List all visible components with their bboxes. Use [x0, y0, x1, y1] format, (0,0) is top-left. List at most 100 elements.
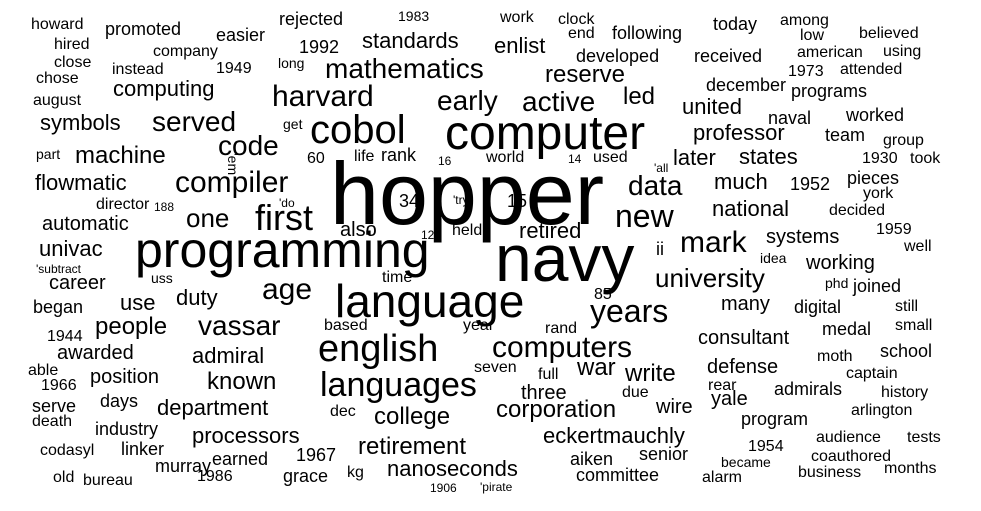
cloud-word: united	[682, 94, 742, 119]
cloud-word: also	[340, 219, 377, 241]
cloud-word: dec	[330, 403, 356, 420]
cloud-word: new	[615, 198, 674, 234]
cloud-word: old	[53, 469, 75, 486]
cloud-word: group	[883, 132, 924, 149]
cloud-word: long	[278, 55, 305, 71]
cloud-word: professor	[693, 120, 785, 145]
cloud-word: 1966	[41, 377, 77, 394]
cloud-word: university	[655, 263, 765, 293]
cloud-word: age	[262, 273, 313, 306]
cloud-word: pieces	[847, 168, 900, 188]
cloud-word: year	[463, 317, 495, 334]
cloud-word: days	[100, 391, 139, 411]
cloud-word: school	[880, 341, 933, 361]
cloud-word: later	[673, 145, 716, 170]
cloud-word: coauthored	[811, 448, 892, 465]
cloud-word: medal	[822, 319, 872, 339]
cloud-word: years	[590, 293, 669, 329]
cloud-word: 1952	[790, 174, 831, 194]
cloud-word: work	[500, 9, 534, 26]
cloud-word: history	[881, 384, 929, 401]
cloud-word: alarm	[702, 469, 743, 486]
cloud-word: write	[625, 360, 676, 387]
cloud-word: aiken	[570, 449, 614, 469]
cloud-word: active	[522, 86, 596, 117]
cloud-word: naval	[768, 108, 812, 128]
cloud-word: mathematics	[325, 53, 484, 84]
cloud-word: programming	[135, 222, 430, 278]
cloud-word: ii	[656, 239, 664, 259]
cloud-word: admiral	[192, 343, 265, 368]
cloud-word: rand	[545, 320, 578, 337]
cloud-word: awarded	[57, 342, 134, 364]
cloud-word: believed	[859, 25, 919, 42]
cloud-word: use	[120, 290, 156, 315]
cloud-word: 1949	[216, 60, 252, 77]
cloud-word: 'try	[453, 193, 469, 207]
cloud-word: 1986	[197, 468, 233, 485]
cloud-word: department	[157, 395, 269, 420]
cloud-word: york	[863, 185, 894, 202]
cloud-word: 1967	[296, 445, 337, 465]
cloud-word: earned	[212, 449, 269, 469]
cloud-word: moth	[817, 348, 853, 365]
cloud-word: uss	[151, 270, 173, 286]
cloud-word: 16	[438, 154, 452, 168]
cloud-word: 120	[421, 228, 442, 242]
cloud-word: promoted	[105, 19, 182, 39]
cloud-word: able	[28, 362, 59, 379]
cloud-word: full	[538, 366, 559, 383]
cloud-word: received	[694, 46, 763, 66]
cloud-word: computers	[492, 331, 633, 364]
cloud-word: mark	[680, 226, 747, 259]
cloud-word: 1944	[47, 328, 83, 345]
cloud-word: 15	[507, 191, 528, 211]
cloud-word: august	[33, 92, 82, 109]
cloud-word: digital	[794, 297, 842, 317]
cloud-word: began	[33, 297, 84, 317]
cloud-word: automatic	[42, 213, 129, 235]
cloud-word: three	[521, 382, 567, 404]
cloud-word: yale	[711, 388, 748, 410]
cloud-word: defense	[707, 356, 779, 378]
cloud-word: get	[283, 116, 303, 132]
cloud-word: states	[739, 144, 798, 169]
cloud-word: based	[324, 317, 368, 334]
cloud-word: 'em	[225, 153, 241, 176]
cloud-word: company	[153, 43, 218, 60]
cloud-word: easier	[216, 25, 266, 45]
cloud-word: senior	[639, 444, 689, 464]
cloud-word: murray	[155, 456, 212, 476]
cloud-word: cobol	[310, 108, 406, 152]
cloud-word: chose	[36, 70, 79, 87]
cloud-word: code	[218, 130, 279, 161]
cloud-word: college	[374, 403, 451, 430]
cloud-word: phd	[825, 275, 849, 291]
cloud-word: early	[437, 85, 498, 116]
cloud-word: well	[904, 238, 932, 255]
cloud-word: 14	[568, 152, 582, 166]
cloud-word: vassar	[198, 310, 281, 341]
cloud-word: 'all	[654, 161, 669, 175]
cloud-word: duty	[176, 285, 218, 310]
cloud-word: 'pirate	[480, 480, 513, 494]
cloud-word: howard	[31, 16, 84, 33]
cloud-word: programs	[791, 81, 868, 101]
cloud-word: eckertmauchly	[543, 423, 685, 448]
cloud-word: world	[486, 149, 525, 166]
cloud-word: 188	[154, 200, 175, 214]
cloud-word: 1959	[876, 221, 912, 238]
cloud-word: director	[96, 196, 150, 213]
cloud-word: 60	[307, 150, 325, 167]
cloud-word: took	[910, 150, 941, 167]
cloud-word: english	[318, 328, 439, 370]
cloud-word: standards	[362, 28, 459, 53]
cloud-word: worked	[846, 105, 905, 125]
cloud-word: instead	[112, 61, 164, 78]
cloud-word: 1906	[430, 481, 457, 495]
cloud-word: attended	[840, 61, 903, 78]
cloud-word: computing	[113, 76, 215, 101]
cloud-word: machine	[75, 142, 166, 169]
cloud-word: grace	[283, 466, 329, 486]
cloud-word: business	[798, 464, 862, 481]
